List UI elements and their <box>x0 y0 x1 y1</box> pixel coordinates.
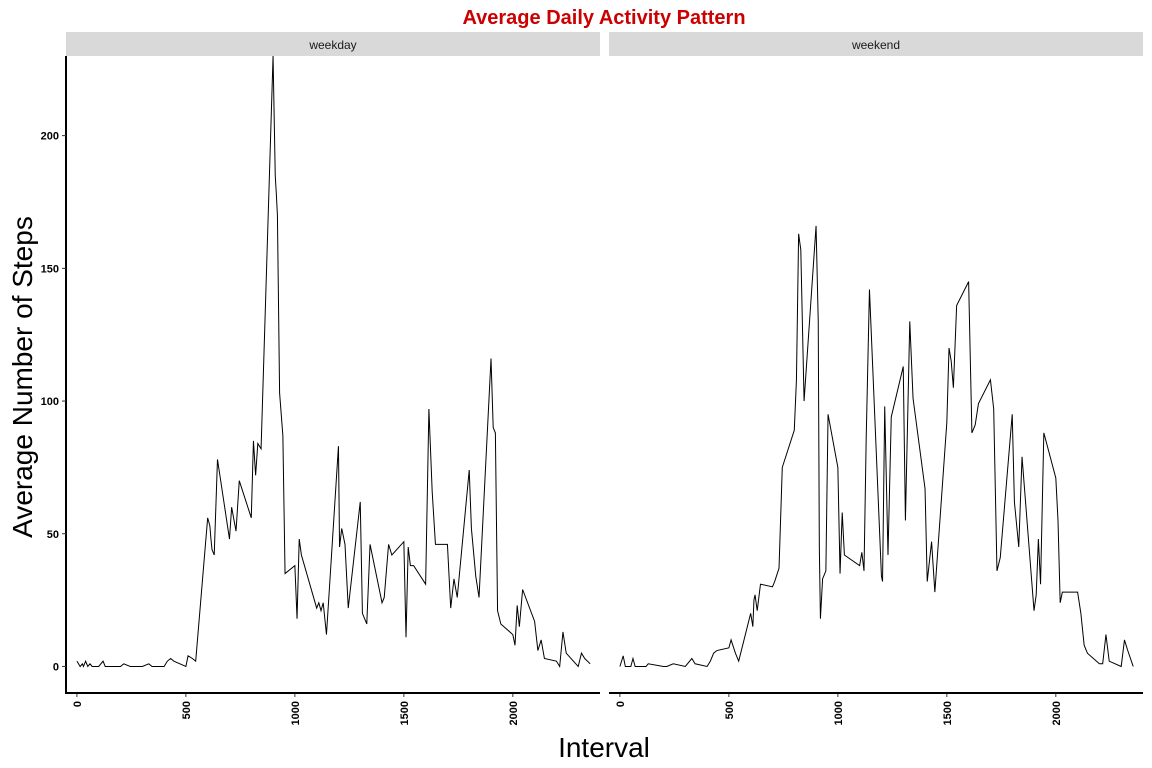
y-tick-label: 50 <box>47 529 59 541</box>
x-tick-label: 1000 <box>833 701 845 725</box>
y-tick-label: 150 <box>41 263 59 275</box>
x-tick-label: 2000 <box>1051 701 1063 725</box>
x-tick-label: 2000 <box>508 701 520 725</box>
x-axis-ticks: 0 500 1000 1500 2000 <box>615 693 1063 725</box>
panel-weekend: weekend 0 500 1000 1500 2000 <box>609 32 1143 725</box>
y-axis-title: Average Number of Steps <box>7 216 38 538</box>
y-tick-label: 200 <box>41 131 59 143</box>
series-line-weekend <box>619 225 1134 668</box>
strip-label-weekend: weekend <box>851 38 900 52</box>
x-tick-label: 500 <box>181 701 193 719</box>
strip-label-weekday: weekday <box>308 38 356 52</box>
x-tick-label: 1500 <box>942 701 954 725</box>
y-axis: 0 50 100 150 200 <box>41 56 67 694</box>
y-tick-label: 100 <box>41 396 59 408</box>
x-tick-label: 0 <box>615 701 627 707</box>
x-axis-title: Interval <box>558 732 650 763</box>
strip-background <box>66 32 600 56</box>
y-tick-label: 0 <box>53 661 59 673</box>
strip-background <box>609 32 1143 56</box>
chart-title: Average Daily Activity Pattern <box>462 7 745 29</box>
x-axis-ticks: 0 500 1000 1500 2000 <box>72 693 520 725</box>
panel-weekday: weekday 0 500 1000 1500 2000 <box>66 32 600 725</box>
series-line-weekday <box>76 55 591 668</box>
x-tick-label: 0 <box>72 701 84 707</box>
x-tick-label: 1500 <box>399 701 411 725</box>
x-tick-label: 1000 <box>290 701 302 725</box>
x-tick-label: 500 <box>724 701 736 719</box>
